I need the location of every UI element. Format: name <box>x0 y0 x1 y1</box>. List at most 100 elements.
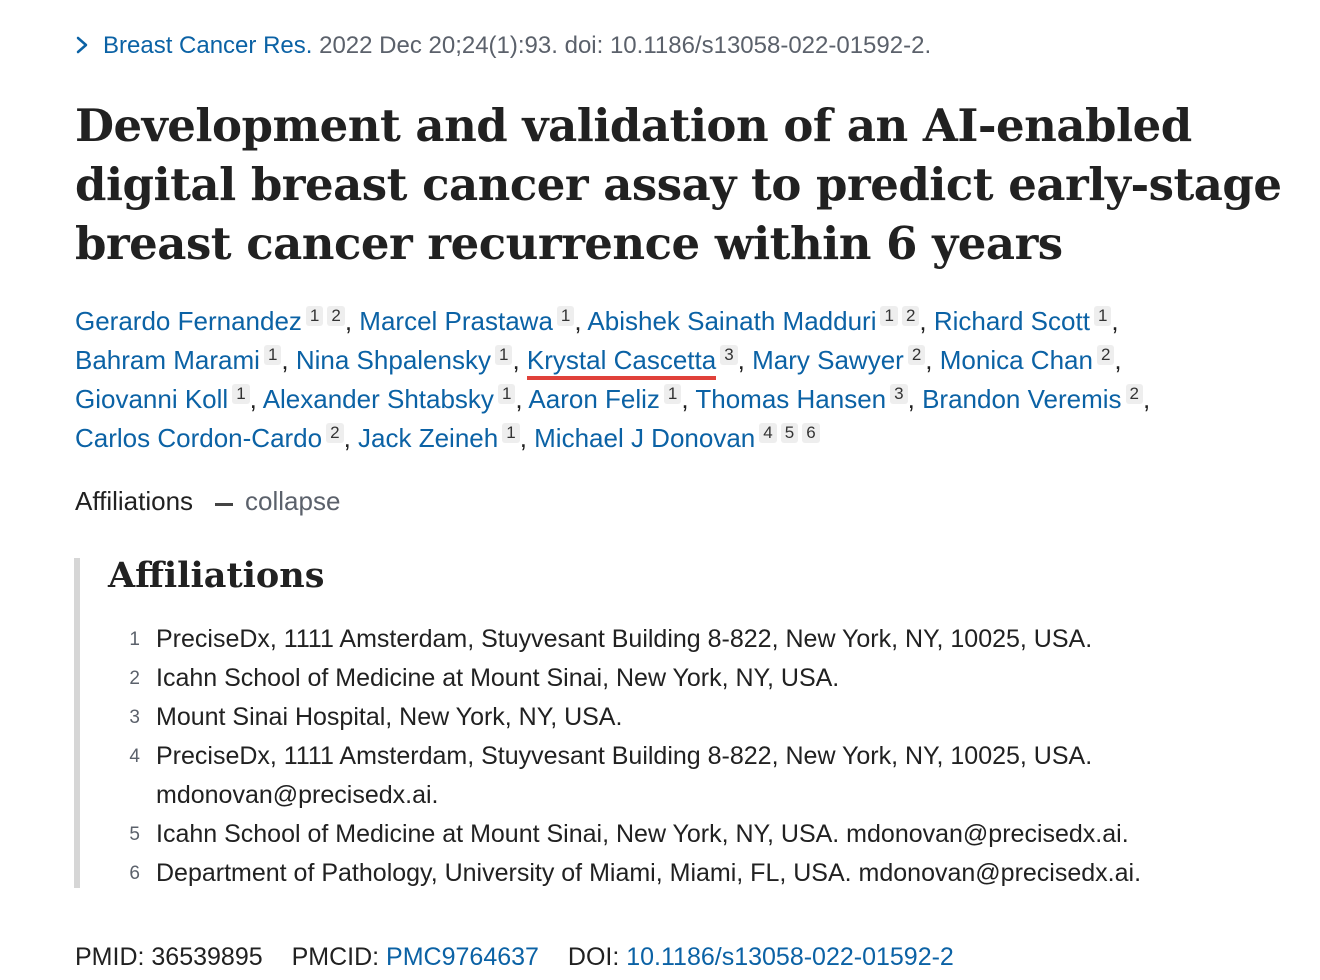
author-name-link[interactable]: Alexander Shtabsky <box>262 384 494 414</box>
affiliation-ref-badge[interactable]: 6 <box>802 423 820 443</box>
affiliation-ref-badge[interactable]: 1 <box>232 384 250 404</box>
author-name-link[interactable]: Thomas Hansen <box>695 384 887 414</box>
affiliation-ref-badge[interactable]: 1 <box>305 306 324 326</box>
author-name-link[interactable]: Mary Sawyer <box>752 345 904 375</box>
affiliation-ref-badge[interactable]: 2 <box>326 423 344 443</box>
author-item: Mary Sawyer 2 <box>752 345 926 375</box>
affiliation-ref-badge[interactable]: 2 <box>901 306 920 326</box>
affiliation-item: 1 PreciseDx, 1111 Amsterdam, Stuyvesant B… <box>118 620 1278 659</box>
affiliation-text: Mount Sinai Hospital, New York, NY, USA. <box>156 703 623 731</box>
author-separator: , <box>249 384 263 414</box>
affiliation-ref-badge[interactable]: 1 <box>497 384 516 404</box>
affiliation-text: Icahn School of Medicine at Mount Sinai,… <box>156 664 840 692</box>
affiliation-text: PreciseDx, 1111 Amsterdam, Stuyvesant Bu… <box>156 742 1093 770</box>
affiliation-text: PreciseDx, 1111 Amsterdam, Stuyvesant Bu… <box>156 625 1093 653</box>
affiliation-text: Icahn School of Medicine at Mount Sinai,… <box>156 820 1129 848</box>
article-title: Development and validation of an AI-enab… <box>75 99 1282 270</box>
author-name-link[interactable]: Jack Zeineh <box>358 423 499 453</box>
affiliation-ref-badge[interactable]: 4 <box>759 423 777 443</box>
author-name-link[interactable]: Brandon Veremis <box>922 384 1122 414</box>
affiliation-number: 2 <box>129 668 140 689</box>
authors-list: Gerardo Fernandez 1 2, Marcel Prastawa 1, A… <box>75 302 1275 458</box>
affiliation-ref-badge[interactable]: 1 <box>1093 306 1112 326</box>
author-item: Brandon Veremis 2 <box>922 384 1143 414</box>
author-name-link[interactable]: Gerardo Fernandez <box>75 306 302 336</box>
author-separator: , <box>515 384 529 414</box>
affiliation-ref-badge[interactable]: 1 <box>880 306 898 326</box>
author-separator: , <box>925 345 940 375</box>
author-item: Richard Scott 1 <box>934 306 1112 336</box>
affiliation-item: 3 Mount Sinai Hospital, New York, NY, USA… <box>118 698 1278 737</box>
affiliation-number: 6 <box>129 863 140 884</box>
affiliations-heading: Affiliations <box>108 555 325 596</box>
affiliations-toggle[interactable]: Affiliations collapse <box>75 485 340 517</box>
affiliation-number: 4 <box>129 746 140 767</box>
chevron-right-icon[interactable] <box>75 30 95 62</box>
identifiers-line: PMID: 36539895 PMCID: PMC9764637 DOI: 10… <box>75 940 954 974</box>
affiliation-number: 5 <box>129 824 140 845</box>
author-separator: , <box>281 345 296 375</box>
citation-details: 2022 Dec 20;24(1):93. doi: 10.1186/s1305… <box>319 32 932 59</box>
author-name-link[interactable]: Nina Shpalensky <box>295 345 491 375</box>
author-name-link[interactable]: Abishek Sainath Madduri <box>587 306 877 336</box>
affiliation-ref-badge[interactable]: 2 <box>1125 384 1143 404</box>
affiliation-text: mdonovan@precisedx.ai. <box>156 781 439 809</box>
affiliations-toggle-label: Affiliations <box>75 486 194 516</box>
author-name-link[interactable]: Carlos Cordon-Cardo <box>75 423 323 453</box>
affiliation-ref-badge[interactable]: 1 <box>556 306 575 326</box>
affiliation-ref-badge[interactable]: 2 <box>907 345 926 365</box>
pmcid-label: PMCID: <box>291 943 380 971</box>
author-separator: , <box>344 306 360 336</box>
doi-link[interactable]: 10.1186/s13058-022-01592-2 <box>626 943 954 971</box>
affiliation-item: 4 PreciseDx, 1111 Amsterdam, Stuyvesant B… <box>118 737 1278 815</box>
affiliation-ref-badge[interactable]: 1 <box>263 345 282 365</box>
affiliation-ref-badge[interactable]: 1 <box>663 384 682 404</box>
affiliations-panel: Affiliations 1 PreciseDx, 1111 Amsterdam,… <box>74 558 1290 888</box>
citation-line: Breast Cancer Res. 2022 Dec 20;24(1):93.… <box>75 30 931 62</box>
author-separator: , <box>681 384 696 414</box>
author-name-link[interactable]: Bahram Marami <box>75 345 260 375</box>
author-name-link[interactable]: Aaron Feliz <box>528 384 660 414</box>
author-separator: , <box>919 306 934 336</box>
affiliation-item: 6 Department of Pathology, University of … <box>118 854 1278 893</box>
author-name-link[interactable]: Marcel Prastawa <box>359 306 553 336</box>
author-item: Krystal Cascetta 3 <box>526 345 738 380</box>
author-item: Marcel Prastawa 1 <box>359 306 575 336</box>
author-separator: , <box>737 345 753 375</box>
minus-icon <box>215 503 234 506</box>
affiliation-ref-badge[interactable]: 2 <box>1096 345 1115 365</box>
author-item: Jack Zeineh 1 <box>358 423 520 453</box>
author-name-link[interactable]: Monica Chan <box>939 345 1093 375</box>
author-item: Thomas Hansen 3 <box>695 384 908 414</box>
doi-label: DOI: <box>567 943 620 971</box>
author-name-link[interactable]: Krystal Cascetta <box>526 345 717 380</box>
author-separator: , <box>512 345 527 375</box>
author-item: Abishek Sainath Madduri 1 2 <box>587 306 920 336</box>
author-item: Michael J Donovan 4 5 6 <box>534 423 820 453</box>
affiliation-ref-badge[interactable]: 1 <box>502 423 520 443</box>
author-item: Nina Shpalensky 1 <box>296 345 513 375</box>
author-separator: , <box>574 306 588 336</box>
affiliation-item: 2 Icahn School of Medicine at Mount Sinai… <box>118 659 1278 698</box>
author-name-link[interactable]: Richard Scott <box>933 306 1090 336</box>
author-separator: , <box>343 423 359 453</box>
author-item: Alexander Shtabsky 1 <box>263 384 516 414</box>
affiliation-ref-badge[interactable]: 3 <box>890 384 908 404</box>
author-separator: , <box>907 384 923 414</box>
collapse-link[interactable]: collapse <box>245 486 341 516</box>
affiliation-ref-badge[interactable]: 2 <box>327 306 345 326</box>
author-item: Carlos Cordon-Cardo 2 <box>75 423 344 453</box>
journal-link[interactable]: Breast Cancer Res. <box>103 32 313 59</box>
affiliation-ref-badge[interactable]: 1 <box>494 345 513 365</box>
author-name-link[interactable]: Michael J Donovan <box>534 423 756 453</box>
affiliation-ref-badge[interactable]: 3 <box>720 345 738 365</box>
author-name-link[interactable]: Giovanni Koll <box>75 384 229 414</box>
affiliation-ref-badge[interactable]: 5 <box>780 423 799 443</box>
affiliations-list: 1 PreciseDx, 1111 Amsterdam, Stuyvesant B… <box>118 620 1278 893</box>
pmcid-link[interactable]: PMC9764637 <box>386 943 539 971</box>
author-item: Aaron Feliz 1 <box>528 384 682 414</box>
pmid-label: PMID: <box>75 943 145 971</box>
author-separator: , <box>519 423 535 453</box>
affiliation-text: Department of Pathology, University of M… <box>156 859 1142 887</box>
author-item: Giovanni Koll 1 <box>75 384 250 414</box>
